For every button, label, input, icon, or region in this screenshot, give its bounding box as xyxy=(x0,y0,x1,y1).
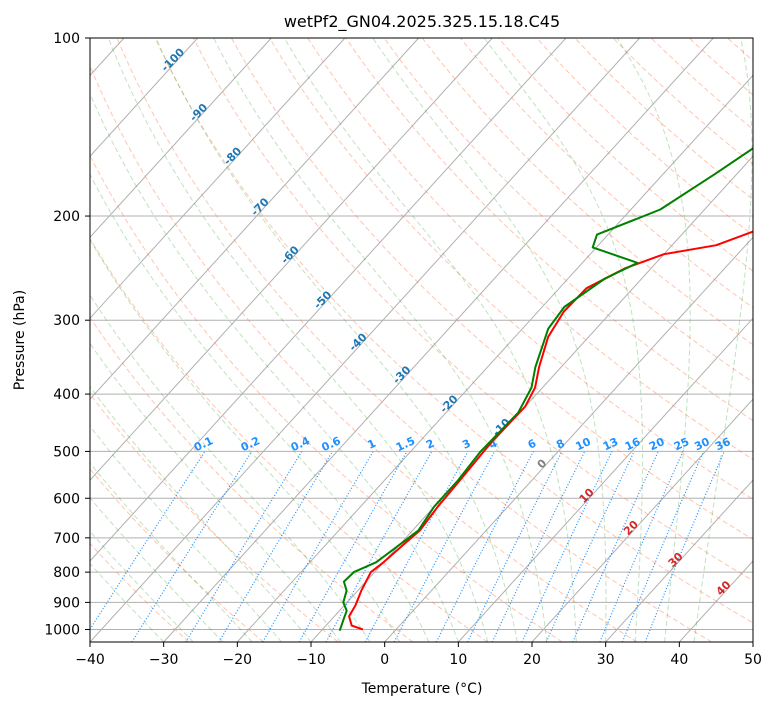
moist-adiabat-line xyxy=(90,462,253,642)
dry-adiabat-line xyxy=(90,154,563,642)
x-tick-label: −10 xyxy=(296,652,326,668)
dry-adiabat-line xyxy=(460,38,753,309)
x-tick-label: 50 xyxy=(744,652,762,668)
x-tick-label: −20 xyxy=(223,652,253,668)
mixing-ratio-line xyxy=(218,451,334,642)
isotherm-line xyxy=(236,74,753,642)
dry-adiabat-line xyxy=(192,38,753,582)
dry-adiabat-line xyxy=(421,38,753,346)
mixing-ratio-line xyxy=(644,451,725,642)
moist-adiabat-line xyxy=(90,92,459,642)
dry-adiabat-line xyxy=(230,38,753,541)
y-tick-label: 300 xyxy=(53,313,80,329)
isotherm-line xyxy=(531,398,753,642)
isotherm-line xyxy=(605,479,753,642)
y-tick-label: 1000 xyxy=(44,622,80,638)
moist-adiabat-line xyxy=(283,38,577,642)
x-tick-label: 20 xyxy=(523,652,541,668)
mixing-ratio-label: 20 xyxy=(647,435,667,453)
isotherm-line xyxy=(90,38,346,319)
dry-adiabat-line xyxy=(307,38,753,461)
isotherm-line xyxy=(90,38,493,481)
isotherm-line xyxy=(384,236,753,642)
isotherm-line xyxy=(90,38,272,238)
dry-adiabat-line xyxy=(345,38,753,422)
isotherm-line xyxy=(90,38,641,642)
dry-adiabat-line xyxy=(90,64,638,642)
temperature-trace xyxy=(348,230,753,631)
mixing-ratio-line xyxy=(262,451,374,642)
isotherm-line xyxy=(163,38,714,642)
mixing-ratio-line xyxy=(491,451,586,642)
moist-adiabat-line xyxy=(107,38,489,642)
dewpoint-trace xyxy=(338,147,753,632)
plot-frame xyxy=(89,37,754,643)
y-tick-label: 900 xyxy=(53,595,80,611)
dry-adiabat-line xyxy=(90,237,488,642)
x-tick-label: −40 xyxy=(75,652,105,668)
moist-adiabat-line xyxy=(90,530,194,642)
y-tick-label: 100 xyxy=(53,31,80,47)
moist-adiabat-line xyxy=(213,38,548,642)
dry-adiabat-line xyxy=(536,38,753,236)
y-tick-label: 700 xyxy=(53,531,80,547)
dry-adiabat-line xyxy=(154,38,753,624)
x-axis-label: Temperature (°C) xyxy=(361,681,483,697)
mixing-ratio-line xyxy=(325,451,433,642)
moist-adiabat-line xyxy=(616,38,691,642)
mixing-ratio-label: 16 xyxy=(623,435,643,453)
dry-adiabat-line xyxy=(90,393,339,642)
moist-adiabat-line xyxy=(90,562,165,642)
dry-adiabat-line xyxy=(90,316,414,642)
moist-adiabat-line xyxy=(90,294,371,642)
x-tick-label: −30 xyxy=(149,652,179,668)
isotherm-line xyxy=(90,38,567,562)
dry-adiabat-line xyxy=(116,38,712,642)
mixing-ratio-label: 13 xyxy=(601,435,620,453)
isotherm-line xyxy=(90,38,199,158)
isotherm-line xyxy=(457,317,753,642)
x-tick-label: 0 xyxy=(380,652,389,668)
x-tick-label: 10 xyxy=(449,652,467,668)
dry-adiabat-line xyxy=(90,468,264,642)
x-tick-label: 30 xyxy=(597,652,615,668)
mixing-ratio-label: 30 xyxy=(692,435,712,453)
mixing-ratio-label: 10 xyxy=(574,435,594,453)
y-axis: 1000 900 800 700 600 500 400 300 200 100 xyxy=(44,31,90,638)
moist-adiabat-line xyxy=(90,385,312,642)
mixing-ratio-label: 25 xyxy=(672,435,691,453)
y-tick-label: 400 xyxy=(53,387,80,403)
moist-adiabat-line xyxy=(155,38,518,642)
x-axis: −40 −30 −20 −10 0 10 20 30 40 50 xyxy=(75,642,762,668)
mixing-ratio-line xyxy=(185,451,303,642)
mixing-ratio-line xyxy=(466,451,563,642)
mixing-ratio-line xyxy=(545,451,635,642)
moist-adiabat-line xyxy=(693,38,753,642)
mixing-ratio-line xyxy=(364,451,469,642)
y-tick-label: 800 xyxy=(53,565,80,581)
chart-title: wetPf2_GN04.2025.325.15.18.C45 xyxy=(284,12,560,32)
y-tick-label: 500 xyxy=(53,444,80,460)
moist-adiabat-line xyxy=(90,173,430,642)
moist-adiabat-line xyxy=(372,38,607,642)
background-lines xyxy=(90,38,753,642)
moist-adiabat-line xyxy=(90,238,400,642)
y-tick-label: 200 xyxy=(53,209,80,225)
dry-adiabat-line xyxy=(612,38,753,165)
y-axis-label: Pressure (hPa) xyxy=(12,290,28,390)
y-tick-label: 600 xyxy=(53,491,80,507)
mixing-ratio-line xyxy=(298,451,408,642)
mixing-ratio-line xyxy=(90,451,206,631)
moist-adiabat-line xyxy=(483,38,644,642)
moist-adiabat-line xyxy=(90,497,223,642)
x-tick-label: 40 xyxy=(670,652,688,668)
isotherm-line xyxy=(90,38,420,400)
mixing-ratio-label: 36 xyxy=(713,435,733,453)
sounding-traces xyxy=(338,147,753,632)
